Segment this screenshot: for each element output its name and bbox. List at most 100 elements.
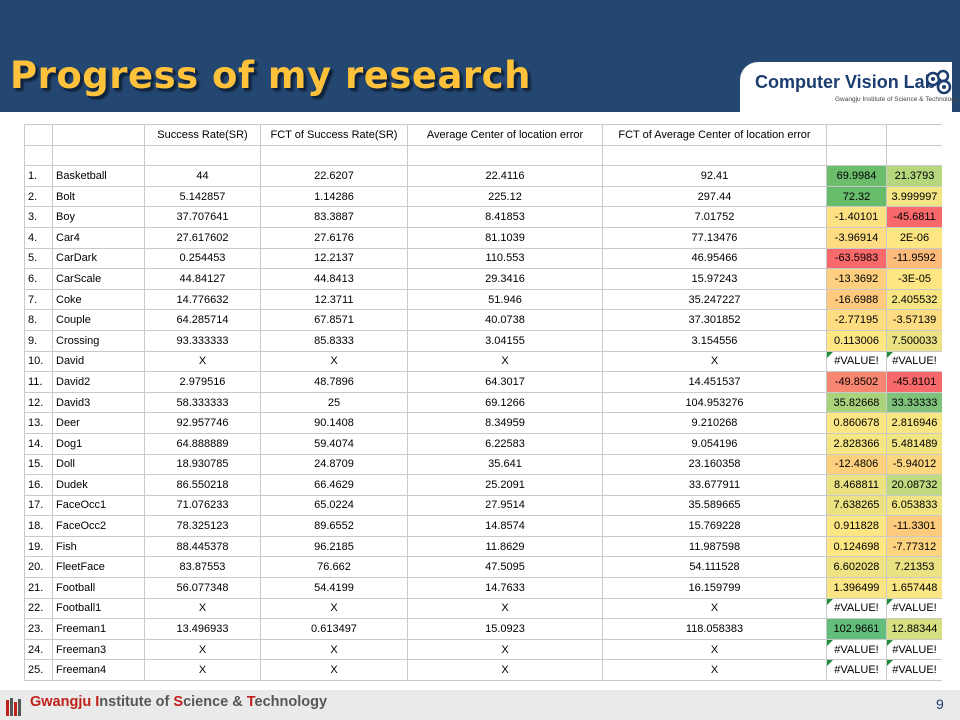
fct-success-rate-cell: 12.3711 xyxy=(260,288,408,311)
success-rate-cell: 0.254453 xyxy=(144,247,261,270)
success-rate-cell: 58.333333 xyxy=(144,391,261,414)
sequence-name: FaceOcc2 xyxy=(52,515,145,537)
fct-success-rate-cell: 67.8571 xyxy=(260,309,408,331)
table-row: 3. Boy 37.707641 83.3887 8.41853 7.01752 -1.40… xyxy=(24,206,942,228)
diff-error-cell: #VALUE! xyxy=(886,659,942,682)
row-number: 20. xyxy=(24,556,53,579)
diff-success-cell: 0.860678 xyxy=(826,412,887,434)
table-row: 21. Football 56.077348 54.4199 14.7633 16.159… xyxy=(24,577,942,599)
avg-center-error-cell: 29.3416 xyxy=(407,268,603,290)
header-cell xyxy=(886,124,942,146)
fct-avg-center-error-cell: 9.210268 xyxy=(602,412,827,434)
lab-logo-subtitle: Gwangju Institute of Science & Technolog… xyxy=(835,96,959,103)
table-row: 6. CarScale 44.84127 44.8413 29.3416 15.97243… xyxy=(24,268,942,290)
table-row: 11. David2 2.979516 48.7896 64.3017 14.451537… xyxy=(24,371,942,393)
row-number: 10. xyxy=(24,350,53,373)
fct-avg-center-error-cell: 15.97243 xyxy=(602,268,827,290)
page-number: 9 xyxy=(936,696,944,712)
row-number: 18. xyxy=(24,515,53,537)
success-rate-cell: 44.84127 xyxy=(144,268,261,290)
fct-avg-center-error-cell: 77.13476 xyxy=(602,226,827,249)
row-number: 12. xyxy=(24,391,53,414)
success-rate-cell: 27.617602 xyxy=(144,226,261,249)
diff-success-cell: #VALUE! xyxy=(826,659,887,682)
diff-error-cell: #VALUE! xyxy=(886,350,942,373)
avg-center-error-cell: 11.8629 xyxy=(407,535,603,558)
fct-success-rate-cell: 83.3887 xyxy=(260,206,408,228)
table-row: 22. Football1 X X X X #VALUE! #VALUE! xyxy=(24,597,942,620)
row-number: 11. xyxy=(24,371,53,393)
fct-success-rate-cell: 65.0224 xyxy=(260,494,408,517)
sequence-name: Car4 xyxy=(52,226,145,249)
fct-avg-center-error-cell: 23.160358 xyxy=(602,453,827,476)
diff-error-cell: #VALUE! xyxy=(886,638,942,661)
avg-center-error-cell: 3.04155 xyxy=(407,329,603,352)
fct-avg-center-error-cell: X xyxy=(602,350,827,373)
fct-avg-center-error-cell: 11.987598 xyxy=(602,535,827,558)
diff-error-cell: 6.053833 xyxy=(886,494,942,517)
fct-avg-center-error-cell: 35.589665 xyxy=(602,494,827,517)
table-row: 8. Couple 64.285714 67.8571 40.0738 37.301852… xyxy=(24,309,942,331)
empty-cell xyxy=(52,144,145,167)
fct-avg-center-error-cell: X xyxy=(602,597,827,620)
avg-center-error-cell: 35.641 xyxy=(407,453,603,476)
diff-error-cell: 7.21353 xyxy=(886,556,942,579)
table-header-row: Success Rate(SR) FCT of Success Rate(SR)… xyxy=(24,124,942,146)
header-success-rate: Success Rate(SR) xyxy=(144,124,261,146)
table-row: 4. Car4 27.617602 27.6176 81.1039 77.13476 -3.… xyxy=(24,226,942,249)
table-row: 16. Dudek 86.550218 66.4629 25.2091 33.677911… xyxy=(24,474,942,496)
header-cell xyxy=(52,124,145,146)
row-number: 23. xyxy=(24,618,53,640)
fct-success-rate-cell: 48.7896 xyxy=(260,371,408,393)
diff-success-cell: #VALUE! xyxy=(826,350,887,373)
table-row: 15. Doll 18.930785 24.8709 35.641 23.160358 -1… xyxy=(24,453,942,476)
row-number: 6. xyxy=(24,268,53,290)
sequence-name: Dog1 xyxy=(52,432,145,455)
success-rate-cell: 37.707641 xyxy=(144,206,261,228)
row-number: 21. xyxy=(24,577,53,599)
table-row: 20. FleetFace 83.87553 76.662 47.5095 54.1115… xyxy=(24,556,942,579)
slide-header: Progress of my research Computer Vision … xyxy=(0,0,960,112)
fct-avg-center-error-cell: 33.677911 xyxy=(602,474,827,496)
sequence-name: David2 xyxy=(52,371,145,393)
fct-avg-center-error-cell: 16.159799 xyxy=(602,577,827,599)
fct-avg-center-error-cell: 104.953276 xyxy=(602,391,827,414)
empty-cell xyxy=(24,144,53,167)
lab-logo: Computer Vision Lab. Gwangju Institute o… xyxy=(740,62,958,112)
fct-success-rate-cell: 90.1408 xyxy=(260,412,408,434)
row-number: 17. xyxy=(24,494,53,517)
diff-success-cell: 0.911828 xyxy=(826,515,887,537)
avg-center-error-cell: 8.41853 xyxy=(407,206,603,228)
sequence-name: Couple xyxy=(52,309,145,331)
empty-cell xyxy=(407,144,603,167)
sequence-name: Freeman3 xyxy=(52,638,145,661)
table-row: 14. Dog1 64.888889 59.4074 6.22583 9.054196 2.… xyxy=(24,432,942,455)
empty-cell xyxy=(260,144,408,167)
avg-center-error-cell: 14.8574 xyxy=(407,515,603,537)
row-number: 9. xyxy=(24,329,53,352)
fct-avg-center-error-cell: 14.451537 xyxy=(602,371,827,393)
fct-success-rate-cell: 59.4074 xyxy=(260,432,408,455)
success-rate-cell: 2.979516 xyxy=(144,371,261,393)
success-rate-cell: 86.550218 xyxy=(144,474,261,496)
diff-error-cell: 2.816946 xyxy=(886,412,942,434)
fct-success-rate-cell: 85.8333 xyxy=(260,329,408,352)
diff-success-cell: 6.602028 xyxy=(826,556,887,579)
row-number: 13. xyxy=(24,412,53,434)
diff-error-cell: 12.88344 xyxy=(886,618,942,640)
fct-success-rate-cell: 44.8413 xyxy=(260,268,408,290)
fct-avg-center-error-cell: 15.769228 xyxy=(602,515,827,537)
avg-center-error-cell: 27.9514 xyxy=(407,494,603,517)
sequence-name: Fish xyxy=(52,535,145,558)
header-fct-avg-center-error: FCT of Average Center of location error xyxy=(602,124,827,146)
sequence-name: Crossing xyxy=(52,329,145,352)
fct-avg-center-error-cell: 35.247227 xyxy=(602,288,827,311)
table-row: 5. CarDark 0.254453 12.2137 110.553 46.95466-… xyxy=(24,247,942,270)
avg-center-error-cell: 40.0738 xyxy=(407,309,603,331)
avg-center-error-cell: 47.5095 xyxy=(407,556,603,579)
avg-center-error-cell: X xyxy=(407,350,603,373)
table-row: 13. Deer 92.957746 90.1408 8.34959 9.210268 0.… xyxy=(24,412,942,434)
fct-success-rate-cell: 22.6207 xyxy=(260,165,408,187)
success-rate-cell: 18.930785 xyxy=(144,453,261,476)
row-number: 1. xyxy=(24,165,53,187)
